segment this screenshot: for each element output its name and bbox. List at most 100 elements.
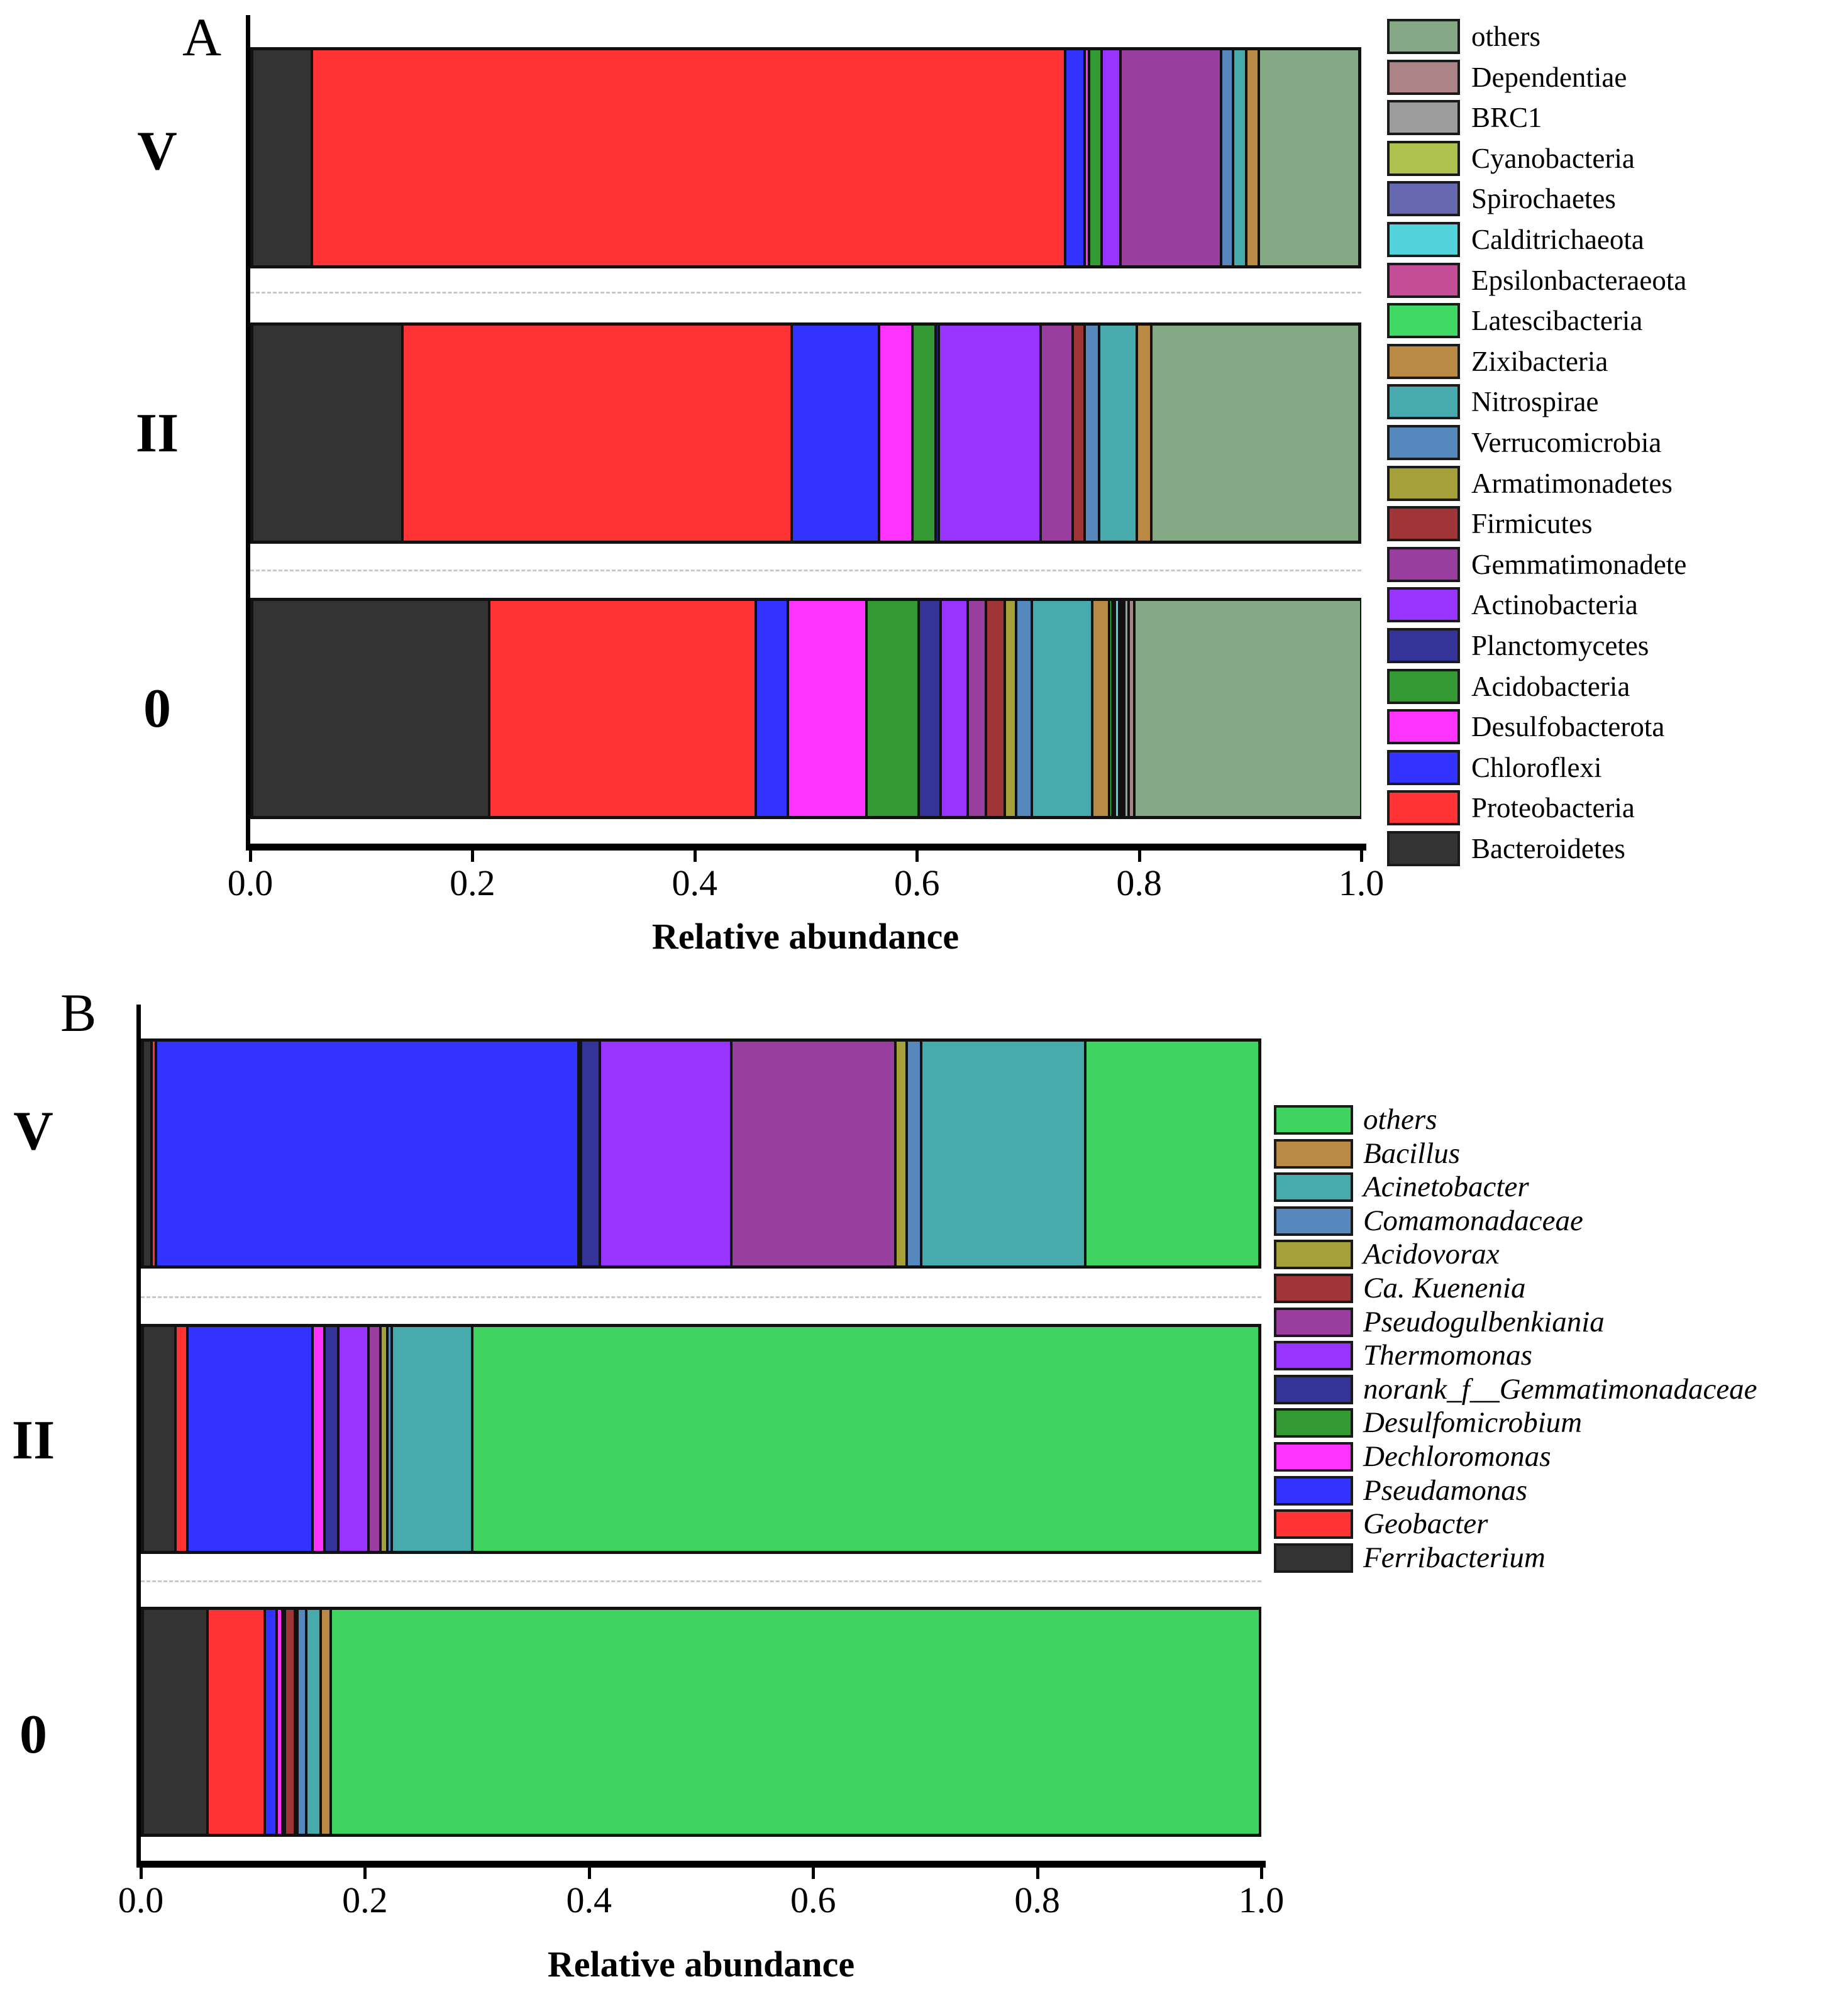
x-tick-label-a-3: 0.6 xyxy=(893,862,940,903)
bar-segment-chloroflexi xyxy=(1065,49,1085,267)
x-tick-b-4 xyxy=(1036,1868,1039,1879)
x-tick-b-2 xyxy=(587,1868,591,1879)
legend-swatch-others xyxy=(1274,1105,1353,1135)
x-tick-label-b-4: 0.8 xyxy=(1014,1880,1060,1920)
bar-segment-pseudamonas xyxy=(156,1040,578,1267)
bar-segment-comamonadaceae xyxy=(387,1326,392,1552)
bar-row-b-0 xyxy=(141,1607,1261,1837)
legend-swatch-bacteroidetes xyxy=(1387,831,1460,866)
x-tick-label-b-0: 0.0 xyxy=(118,1880,164,1920)
legend-swatch-zixibacteria xyxy=(1387,343,1460,379)
legend-swatch-dependentiae xyxy=(1387,59,1460,95)
x-tick-a-1 xyxy=(471,851,475,862)
legend-label-acidobacteria: Acidobacteria xyxy=(1471,670,1630,702)
legend-swatch-actinobacteria xyxy=(1387,587,1460,623)
legend-label-chloroflexi: Chloroflexi xyxy=(1471,751,1602,783)
x-tick-label-b-3: 0.6 xyxy=(790,1880,836,1920)
bar-segment-firmicutes xyxy=(986,600,1005,817)
bar-segment-acidovorax xyxy=(380,1326,387,1552)
bar-row-a-v xyxy=(250,47,1361,268)
bar-segment-verrucomicrobia xyxy=(1220,49,1234,267)
bar-segment-dechloromonas xyxy=(312,1326,325,1552)
x-tick-a-0 xyxy=(249,851,252,862)
legend-label-acidovorax: Acidovorax xyxy=(1363,1238,1500,1271)
row-label-b-ii: II xyxy=(11,1410,55,1471)
x-tick-label-b-1: 0.2 xyxy=(342,1880,388,1920)
legend-swatch-bacillus xyxy=(1274,1138,1353,1169)
bar-segment-acidobacteria xyxy=(1089,49,1102,267)
bar-segment-others xyxy=(472,1326,1259,1552)
x-tick-label-a-0: 0.0 xyxy=(227,862,274,903)
x-tick-b-5 xyxy=(1260,1868,1263,1879)
bar-segment-gemmatimonadete xyxy=(1120,49,1221,267)
bar-segment-acinetobacter xyxy=(391,1326,472,1552)
bar-segment-pseudamonas xyxy=(187,1326,312,1552)
bar-segment-others xyxy=(1134,600,1362,817)
legend-swatch-thermomonas xyxy=(1274,1341,1353,1371)
bar-segment-pseudogulbenkiania xyxy=(731,1040,896,1267)
bar-segment-pseudamonas xyxy=(264,1609,277,1835)
x-tick-label-a-2: 0.4 xyxy=(672,862,718,903)
x-tick-b-3 xyxy=(812,1868,816,1879)
legend-label-nitrospirae: Nitrospirae xyxy=(1471,386,1599,418)
bar-segment-ca-kuenenia xyxy=(284,1609,295,1835)
bar-segment-desulfobacterota xyxy=(788,600,867,817)
legend-swatch-desulfomicrobium xyxy=(1274,1408,1353,1438)
legend-swatch-norank-f-gemmatimonadaceae xyxy=(1274,1374,1353,1404)
bar-segment-gemmatimonadete xyxy=(967,600,987,817)
bar-segment-chloroflexi xyxy=(791,324,879,542)
bar-segment-planctomycetes xyxy=(919,600,941,817)
x-tick-a-4 xyxy=(1137,851,1141,862)
bar-segment-acinetobacter xyxy=(921,1040,1086,1267)
legend-swatch-others xyxy=(1387,19,1460,54)
bar-segment-acidobacteria xyxy=(912,324,936,542)
y-axis-spine-b xyxy=(136,1005,141,1867)
bar-separator-a-0 xyxy=(250,292,1361,294)
bar-segment-comamonadaceae xyxy=(907,1040,922,1267)
bar-segment-desulfobacterota xyxy=(878,324,912,542)
x-tick-b-0 xyxy=(140,1868,143,1879)
y-axis-spine-a xyxy=(246,15,250,849)
bar-segment-desulfobacterota xyxy=(1085,49,1090,267)
bar-segment-others xyxy=(1151,324,1359,542)
bar-segment-armatimonadetes xyxy=(1005,600,1016,817)
legend-swatch-cyanobacteria xyxy=(1387,140,1460,176)
bar-segment-nitrospirae xyxy=(1099,324,1137,542)
bar-segment-verrucomicrobia xyxy=(1085,324,1100,542)
legend-label-ferribacterium: Ferribacterium xyxy=(1363,1541,1546,1574)
legend-swatch-spirochaetes xyxy=(1387,181,1460,217)
bar-segment-proteobacteria xyxy=(402,324,792,542)
legend-label-acinetobacter: Acinetobacter xyxy=(1363,1170,1529,1204)
legend-label-zixibacteria: Zixibacteria xyxy=(1471,345,1608,377)
bar-segment-ferribacterium xyxy=(143,1040,152,1267)
bar-segment-pseudogulbenkiania xyxy=(368,1326,381,1552)
x-axis-line-b xyxy=(136,1861,1266,1868)
legend-label-calditrichaeota: Calditrichaeota xyxy=(1471,224,1644,255)
bar-segment-others xyxy=(1258,49,1359,267)
bar-segment-norank-f-gemmatimonadaceae xyxy=(324,1326,338,1552)
legend-label-pseudamonas: Pseudamonas xyxy=(1363,1473,1528,1507)
legend-label-ca-kuenenia: Ca. Kuenenia xyxy=(1363,1272,1526,1304)
legend-swatch-acidovorax xyxy=(1274,1240,1353,1270)
x-axis-line-a xyxy=(246,844,1366,851)
bar-segment-norank-f-gemmatimonadaceae xyxy=(580,1040,600,1267)
bar-segment-proteobacteria xyxy=(489,600,756,817)
bar-segment-thermomonas xyxy=(338,1326,368,1552)
legend-label-firmicutes: Firmicutes xyxy=(1471,508,1593,540)
bar-segment-chloroflexi xyxy=(756,600,788,817)
legend-label-spirochaetes: Spirochaetes xyxy=(1471,183,1616,215)
legend-swatch-acinetobacter xyxy=(1274,1172,1353,1203)
bar-segment-actinobacteria xyxy=(941,600,968,817)
bar-segment-gemmatimonadete xyxy=(1040,324,1073,542)
legend-swatch-desulfobacterota xyxy=(1387,709,1460,745)
legend-swatch-calditrichaeota xyxy=(1387,222,1460,257)
legend-swatch-pseudamonas xyxy=(1274,1475,1353,1506)
bar-segment-acidobacteria xyxy=(866,600,919,817)
bar-segment-epsilonbacteraeota xyxy=(1112,600,1115,817)
legend-label-others: others xyxy=(1471,21,1540,52)
bar-segment-proteobacteria xyxy=(312,49,1065,267)
legend-swatch-brc1 xyxy=(1387,100,1460,136)
bar-segment-others xyxy=(331,1609,1260,1835)
legend-swatch-latescibacteria xyxy=(1387,303,1460,339)
